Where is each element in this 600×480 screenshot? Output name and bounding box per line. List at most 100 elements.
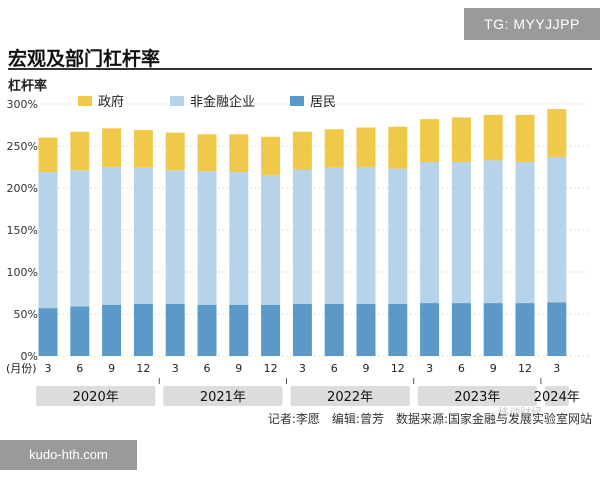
year-band [290,386,410,406]
x-tick-label: 12 [136,362,150,375]
legend-label: 政府 [98,95,124,110]
bar-segment-nonfinancial [38,172,58,309]
x-tick-label: 9 [363,362,370,375]
x-tick-label: 12 [264,362,278,375]
year-band [163,386,283,406]
bar-segment-nonfinancial [261,175,281,305]
bar-segment-government [102,128,122,167]
x-tick-label: 6 [458,362,465,375]
y-tick-label: 300% [7,98,38,111]
bar-segment-government [356,127,376,167]
x-tick-label: 3 [45,362,52,375]
y-tick-label: 50% [14,308,38,321]
year-band [36,386,156,406]
year-label: 2022年 [327,390,373,405]
x-tick-label: 9 [235,362,242,375]
bar-segment-government [292,131,312,170]
year-band [544,386,569,406]
year-band [417,386,537,406]
bar-segment-household [38,308,58,356]
bar-segment-nonfinancial [324,167,344,304]
bar-segment-nonfinancial [483,160,503,304]
legend-swatch [170,96,184,106]
x-tick-label: 3 [553,362,560,375]
bar-segment-household [324,303,344,356]
bar-segment-household [197,304,217,356]
x-tick-label: 6 [204,362,211,375]
bar-segment-government [547,109,567,157]
bar-segment-household [261,304,281,356]
bar-segment-nonfinancial [388,168,408,304]
bar-segment-government [261,136,281,176]
y-tick-label: 200% [7,182,38,195]
chart-title: 宏观及部门杠杆率 [8,48,161,70]
bar-segment-household [229,304,249,356]
x-tick-label: 6 [76,362,83,375]
x-tick-label: 6 [331,362,338,375]
bar-segment-household [420,303,440,356]
title-divider [8,68,592,70]
bar-segment-nonfinancial [547,156,567,303]
watermark: 移动财经 [498,406,542,419]
year-label: 2023年 [454,390,500,405]
bar-segment-nonfinancial [133,167,153,304]
bar-segment-nonfinancial [102,167,122,305]
bar-segment-household [483,303,503,356]
bar-segment-nonfinancial [451,161,471,304]
year-label: 2020年 [73,390,119,405]
x-tick-label: 3 [426,362,433,375]
bar-segment-nonfinancial [165,170,185,304]
bar-segment-household [451,303,471,356]
bar-segment-government [197,134,217,172]
bar-segment-household [70,306,90,356]
y-tick-label: 100% [7,266,38,279]
x-unit-label: (月份) [6,362,37,375]
bar-segment-government [451,117,471,162]
year-label: 2021年 [200,390,246,405]
bar-segment-government [229,134,249,173]
bar-segment-household [388,303,408,356]
bar-segment-household [133,303,153,356]
x-tick-label: 12 [391,362,405,375]
bar-segment-nonfinancial [515,161,535,304]
bar-segment-government [70,131,90,171]
bar-segment-government [515,114,535,162]
bar-segment-household [165,303,185,356]
bar-segment-government [388,126,408,169]
y-tick-label: 0% [21,350,38,363]
x-tick-label: 12 [518,362,532,375]
bar-segment-household [102,304,122,356]
x-tick-label: 9 [108,362,115,375]
year-label: 2024年 [534,390,580,405]
bar-segment-household [515,303,535,356]
bar-segment-government [420,119,440,162]
bar-segment-household [547,302,567,356]
legend-label: 非金融企业 [190,94,255,110]
bar-segment-nonfinancial [420,161,440,304]
bar-segment-government [38,137,58,173]
bar-segment-government [133,130,153,168]
tg-badge: TG: MYYJJPP [464,8,600,40]
source-credit: 记者:李愿 编辑:曾芳 数据来源:国家金融与发展实验室网站 [267,412,592,426]
bar-segment-household [356,303,376,356]
bar-segment-household [292,303,312,356]
x-tick-label: 3 [299,362,306,375]
bar-segment-nonfinancial [229,172,249,305]
y-tick-label: 150% [7,224,38,237]
legend-label: 居民 [310,95,336,110]
site-badge: kudo-hth.com [0,440,137,470]
bar-segment-nonfinancial [197,171,217,305]
bar-segment-government [165,132,185,171]
x-tick-label: 9 [490,362,497,375]
x-tick-label: 3 [172,362,179,375]
bar-segment-nonfinancial [356,167,376,304]
legend-swatch [78,96,92,106]
bar-segment-government [324,129,344,168]
bar-segment-government [483,114,503,161]
bar-segment-nonfinancial [70,170,90,307]
y-tick-label: 250% [7,140,38,153]
legend-swatch [290,96,304,106]
bar-segment-nonfinancial [292,169,312,304]
y-axis-label: 杠杆率 [8,78,47,94]
